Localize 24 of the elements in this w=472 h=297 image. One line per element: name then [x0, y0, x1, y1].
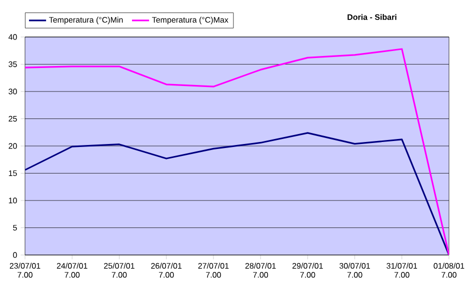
y-tick-label: 40: [8, 34, 17, 40]
x-tick-label: 23/07/01 7.00: [10, 262, 40, 278]
x-tick-label: 31/07/01 7.00: [386, 262, 418, 278]
x-tick-label: 01/08/01 7.00: [434, 262, 464, 278]
y-tick-label: 10: [8, 198, 17, 204]
legend-label: Temperatura (°C)Max: [152, 16, 228, 24]
x-tick-label: 24/07/01 7.00: [56, 262, 88, 278]
x-tick-label: 25/07/01 7.00: [104, 262, 134, 278]
y-tick-label: 20: [8, 143, 17, 149]
x-tick-label: 30/07/01 7.00: [339, 262, 370, 278]
x-tick-label: 27/07/01 7.00: [198, 262, 229, 278]
chart-title: Doria - Sibari: [348, 14, 396, 20]
x-tick-label: 29/07/01 7.00: [292, 262, 323, 278]
x-tick-label: 28/07/01 7.00: [245, 262, 276, 278]
y-tick-label: 35: [8, 61, 17, 68]
y-tick-label: 25: [8, 116, 17, 122]
y-tick-label: 15: [8, 170, 17, 176]
x-tick-label: 26/07/01 7.00: [151, 262, 182, 278]
line-series: [25, 132, 449, 255]
y-tick-label: 0: [13, 252, 17, 258]
line-series: [25, 48, 449, 255]
y-tick-label: 5: [13, 224, 17, 231]
legend-label: Temperatura (°C)Min: [49, 16, 123, 24]
y-tick-label: 30: [8, 88, 17, 94]
